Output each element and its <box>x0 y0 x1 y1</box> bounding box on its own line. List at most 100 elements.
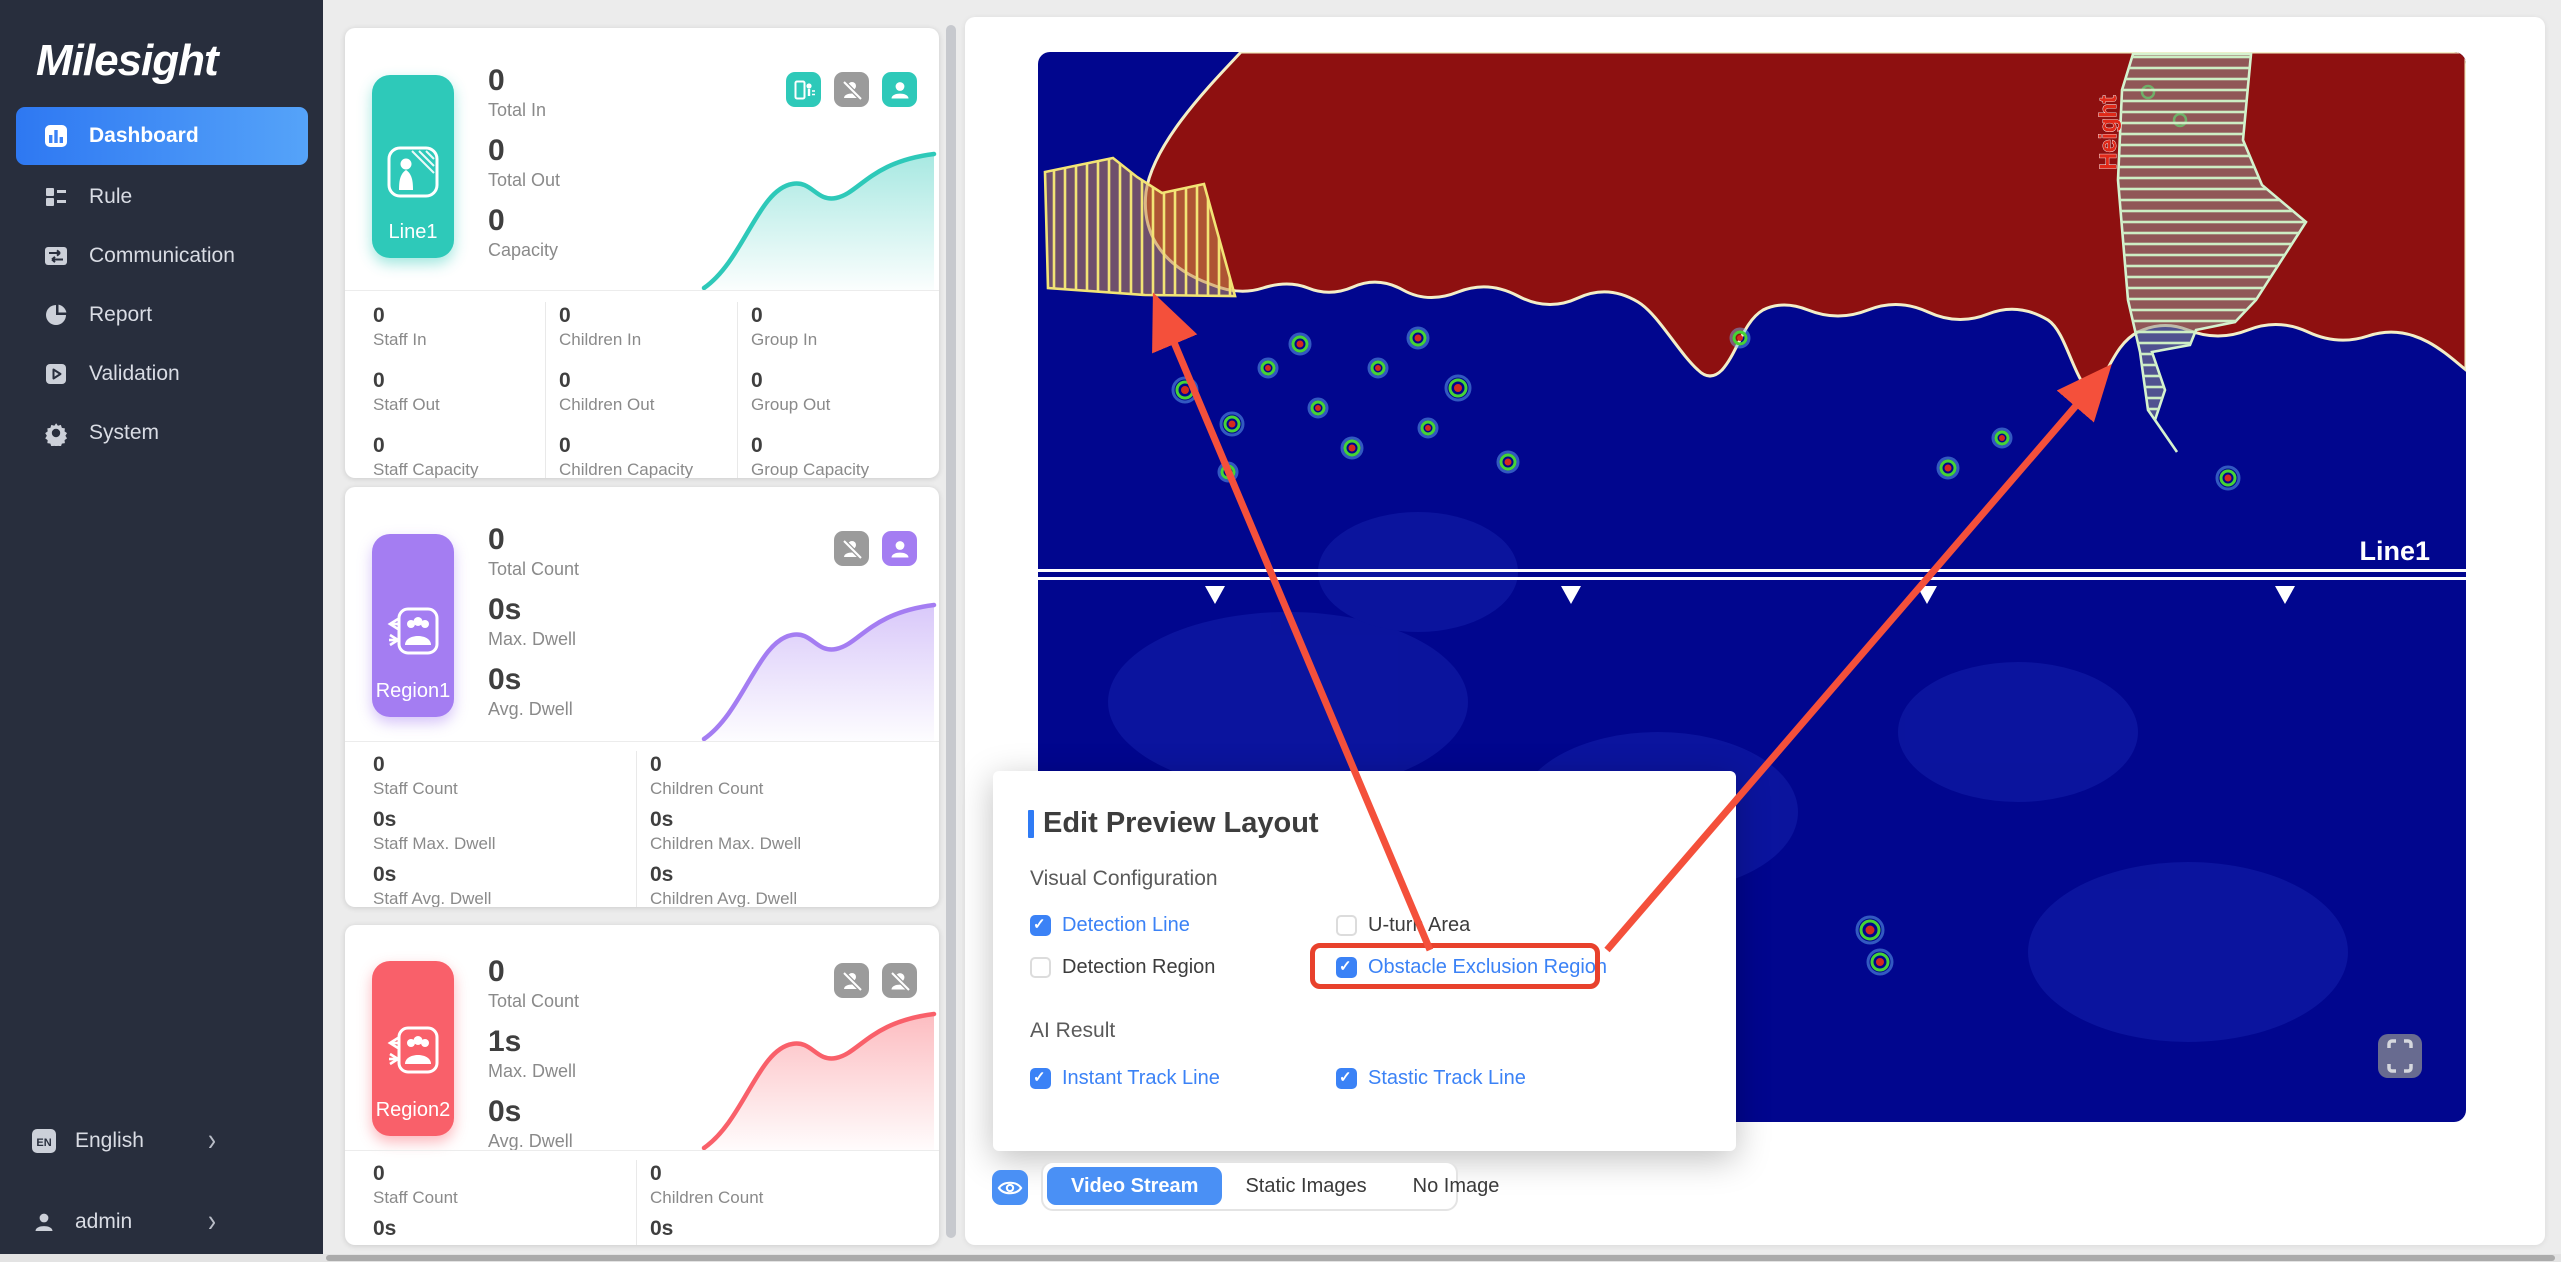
stat-value: 0 <box>373 434 385 457</box>
stat-label: Staff Count <box>373 1188 458 1207</box>
metric-label: Capacity <box>488 240 559 260</box>
stat-label: Staff Capacity <box>373 460 479 478</box>
stat-value: 0 <box>751 304 763 327</box>
fullscreen-button[interactable] <box>2378 1034 2422 1078</box>
obstacle-exclusion-region-left <box>1043 156 1237 298</box>
stat-label: Children Count <box>650 779 764 798</box>
stat-value: 0 <box>751 434 763 457</box>
mode-no-image[interactable]: No Image <box>1412 1174 1500 1197</box>
metric-value: 0 <box>488 204 505 237</box>
checkbox-checked-icon[interactable] <box>1030 915 1051 936</box>
line1-sparkline <box>701 151 937 290</box>
tile-label: Region1 <box>375 680 451 702</box>
section-heading: Visual Configuration <box>1030 867 1218 890</box>
system-gear-icon <box>42 420 69 447</box>
stat-label: Group Out <box>751 395 831 414</box>
option-stastic-track-line[interactable]: Stastic Track Line <box>1336 1067 1526 1090</box>
metric-label: Max. Dwell <box>488 1061 577 1081</box>
obstacle-exclusion-region-right <box>2116 52 2308 453</box>
line1-detail-grid: 0 Staff In 0 Staff Out 0 Staff Capacity 0 Ch… <box>345 302 939 478</box>
stat-label: Children Count <box>650 1188 764 1207</box>
edit-preview-layout-popup: Edit Preview Layout Visual Configuration… <box>993 771 1736 1151</box>
user-icon <box>30 1209 57 1236</box>
region2-metrics: 0 Total Count 1s Max. Dwell 0s Avg. Dwel… <box>488 953 579 1163</box>
checkbox-checked-icon[interactable] <box>1336 957 1357 978</box>
region-people-icon <box>387 1026 439 1074</box>
stat-label: Children Max. Dwell <box>650 1242 939 1245</box>
line1-tile: Line1 <box>372 75 454 258</box>
region1-sparkline <box>701 602 937 741</box>
region1-detail-grid: 0 Staff Count 0s Staff Max. Dwell 0s Staff … <box>345 751 939 907</box>
horizontal-scrollbar[interactable] <box>326 1255 2555 1261</box>
metric-label: Total Out <box>488 170 561 190</box>
sidebar-item-label: Report <box>89 303 153 326</box>
vertical-scrollbar[interactable] <box>946 25 956 1238</box>
stat-label: Staff Max. Dwell <box>373 834 496 853</box>
stat-value: 0s <box>373 808 397 831</box>
sidebar-item-label: Communication <box>89 244 235 267</box>
metric-value: 0s <box>488 1095 522 1128</box>
entrance-filter-icon[interactable] <box>786 72 821 107</box>
sidebar-item-dashboard[interactable]: Dashboard <box>16 107 308 165</box>
option-obstacle-exclusion-region[interactable]: Obstacle Exclusion Region <box>1336 956 1607 979</box>
option-detection-region[interactable]: Detection Region <box>1030 956 1215 979</box>
line1-card: Line1 0 Total In 0 Total Out 0 Capacity … <box>345 28 939 478</box>
stat-label: Staff Out <box>373 395 440 414</box>
stat-label: Group In <box>751 330 818 349</box>
stat-value: 0 <box>559 304 571 327</box>
checkbox-checked-icon[interactable] <box>1336 1068 1357 1089</box>
stat-value: 0 <box>751 369 763 392</box>
stat-value: 0 <box>373 369 385 392</box>
stat-label: Children Avg. Dwell <box>650 889 798 907</box>
sidebar-item-report[interactable]: Report <box>16 286 308 344</box>
metric-label: Avg. Dwell <box>488 1131 573 1151</box>
region2-filter-badges <box>834 963 917 998</box>
sidebar-item-communication[interactable]: Communication <box>16 227 308 285</box>
region2-tile: Region2 <box>372 961 454 1136</box>
metric-label: Total In <box>488 100 547 120</box>
mode-static-images[interactable]: Static Images <box>1245 1174 1367 1197</box>
stat-value: 0 <box>373 304 385 327</box>
staff-disabled-icon[interactable] <box>834 531 869 566</box>
card-divider <box>345 741 939 742</box>
metric-value: 0 <box>488 955 505 988</box>
language-selector[interactable]: EN English › <box>16 1119 216 1163</box>
metric-value: 0 <box>488 134 505 167</box>
person-enabled-icon[interactable] <box>882 531 917 566</box>
stat-value: 0 <box>650 1162 662 1185</box>
region-people-icon <box>387 607 439 655</box>
metric-value: 0 <box>488 64 505 97</box>
region1-tile: Region1 <box>372 534 454 717</box>
region2-detail-grid: 0 Staff Count 0s Staff Max. Dwell 0 Childre… <box>345 1160 939 1245</box>
staff-disabled-icon[interactable] <box>834 72 869 107</box>
option-instant-track-line[interactable]: Instant Track Line <box>1030 1067 1220 1090</box>
language-label: English <box>75 1129 144 1152</box>
stat-value: 0s <box>650 863 674 886</box>
chevron-right-icon: › <box>208 1203 216 1239</box>
option-u-turn-area[interactable]: U-turn Area <box>1336 914 1470 937</box>
stat-value: 0s <box>650 808 674 831</box>
person-enabled-icon[interactable] <box>882 72 917 107</box>
validation-play-icon <box>42 361 69 388</box>
checkbox-unchecked-icon[interactable] <box>1030 957 1051 978</box>
stat-label: Staff Avg. Dwell <box>373 889 492 907</box>
option-detection-line[interactable]: Detection Line <box>1030 914 1190 937</box>
person-disabled-icon[interactable] <box>882 963 917 998</box>
stat-label: Staff Max. Dwell <box>373 1242 636 1245</box>
sidebar-item-validation[interactable]: Validation <box>16 345 308 403</box>
checkbox-unchecked-icon[interactable] <box>1336 915 1357 936</box>
staff-disabled-icon[interactable] <box>834 963 869 998</box>
checkbox-checked-icon[interactable] <box>1030 1068 1051 1089</box>
communication-icon <box>42 243 69 270</box>
card-divider <box>345 290 939 291</box>
sidebar-item-label: Validation <box>89 362 180 385</box>
user-menu[interactable]: admin › <box>16 1200 216 1244</box>
stat-label: Staff In <box>373 330 427 349</box>
tile-label: Region2 <box>375 1099 451 1121</box>
mode-video-stream[interactable]: Video Stream <box>1047 1167 1223 1205</box>
dashboard-icon <box>42 123 69 150</box>
line1-filter-badges <box>786 72 917 107</box>
preview-visibility-button[interactable] <box>992 1170 1028 1205</box>
sidebar-item-system[interactable]: System <box>16 404 308 462</box>
sidebar-item-rule[interactable]: Rule <box>16 168 308 226</box>
